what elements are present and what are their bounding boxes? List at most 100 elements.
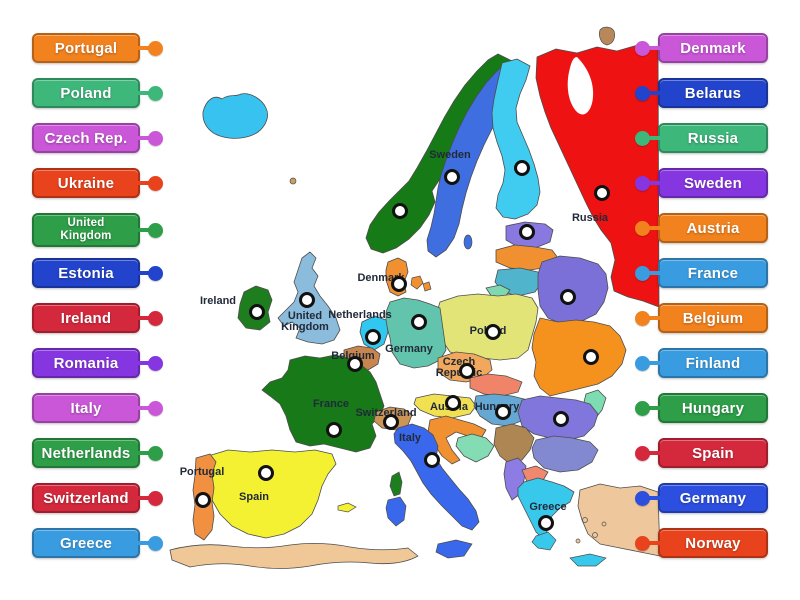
answer-point-sweden[interactable] <box>444 169 460 185</box>
label-austria[interactable]: Austria <box>635 213 768 243</box>
connector-stub <box>138 136 155 140</box>
greece-peloponnese <box>531 531 557 551</box>
label-spain[interactable]: Spain <box>635 438 768 468</box>
answer-point-ireland[interactable] <box>249 304 265 320</box>
connector-stub <box>138 228 155 233</box>
connector-stub <box>643 271 660 275</box>
connector-dot <box>148 222 163 238</box>
map-name-ireland: Ireland <box>200 295 236 307</box>
label-france[interactable]: France <box>635 258 768 288</box>
connector-dot <box>635 400 650 416</box>
answer-point-estonia[interactable] <box>519 224 535 240</box>
answer-point-united-kingdom[interactable] <box>299 292 315 308</box>
label-text: Ukraine <box>57 174 115 192</box>
map-name-sweden: Sweden <box>429 149 471 161</box>
answer-point-norway[interactable] <box>392 203 408 219</box>
label-text: Denmark <box>680 39 746 57</box>
label-norway[interactable]: Norway <box>635 528 768 558</box>
country-slovakia <box>469 373 523 397</box>
label-text: Switzerland <box>43 489 129 507</box>
label-estonia[interactable]: Estonia <box>32 258 163 288</box>
answer-point-austria[interactable] <box>445 395 461 411</box>
answer-point-greece[interactable] <box>538 515 554 531</box>
answer-point-netherlands[interactable] <box>365 329 381 345</box>
answer-point-ukraine[interactable] <box>583 349 599 365</box>
map-name-germany: Germany <box>385 343 434 355</box>
label-finland[interactable]: Finland <box>635 348 768 378</box>
connector-stub <box>643 316 660 320</box>
answer-point-switzerland[interactable] <box>383 414 399 430</box>
label-text: Spain <box>692 444 734 462</box>
label-germany[interactable]: Germany <box>635 483 768 513</box>
connector-dot <box>635 220 650 236</box>
answer-point-france[interactable] <box>326 422 342 438</box>
connector-stub <box>138 361 155 365</box>
label-text: Italy <box>70 399 102 417</box>
country-ukraine <box>531 317 627 397</box>
connector-dot <box>635 265 650 281</box>
answer-point-hungary[interactable] <box>495 404 511 420</box>
label-text: Belarus <box>684 84 742 102</box>
label-belarus[interactable]: Belarus <box>635 78 768 108</box>
label-ukraine[interactable]: Ukraine <box>32 168 163 198</box>
answer-point-spain[interactable] <box>258 465 274 481</box>
map-name-russia: Russia <box>572 212 609 224</box>
aegean-island <box>575 538 581 544</box>
answer-point-poland[interactable] <box>485 324 501 340</box>
island-sardinia <box>385 496 407 527</box>
connector-dot <box>148 310 163 326</box>
label-switzerland[interactable]: Switzerland <box>32 483 163 513</box>
answer-point-romania[interactable] <box>553 411 569 427</box>
answer-point-russia[interactable] <box>594 185 610 201</box>
island-balearics <box>337 502 357 513</box>
label-poland[interactable]: Poland <box>32 78 163 108</box>
label-czech-rep[interactable]: Czech Rep. <box>32 123 163 153</box>
connector-stub <box>138 496 155 500</box>
label-sweden[interactable]: Sweden <box>635 168 768 198</box>
label-hungary[interactable]: Hungary <box>635 393 768 423</box>
label-text: Czech Rep. <box>44 129 128 147</box>
label-greece[interactable]: Greece <box>32 528 163 558</box>
map-name-netherlands: Netherlands <box>328 309 392 321</box>
connector-stub <box>643 541 660 545</box>
answer-point-belarus[interactable] <box>560 289 576 305</box>
map-name-greece: Greece <box>529 501 566 513</box>
country-croatia <box>427 415 487 465</box>
answer-point-denmark[interactable] <box>391 276 407 292</box>
label-text: Netherlands <box>41 444 131 462</box>
connector-dot <box>148 265 163 281</box>
label-russia[interactable]: Russia <box>635 123 768 153</box>
answer-points <box>195 160 610 531</box>
connector-dot <box>635 175 650 191</box>
label-portugal[interactable]: Portugal <box>32 33 163 63</box>
label-text: Hungary <box>681 399 745 417</box>
connector-stub <box>138 46 155 50</box>
answer-point-finland[interactable] <box>514 160 530 176</box>
aegean-island <box>601 521 607 527</box>
answer-point-germany[interactable] <box>411 314 427 330</box>
label-text: Poland <box>60 84 112 102</box>
label-ireland[interactable]: Ireland <box>32 303 163 333</box>
connector-dot <box>635 535 650 551</box>
connector-dot <box>635 310 650 326</box>
label-netherlands[interactable]: Netherlands <box>32 438 163 468</box>
label-belgium[interactable]: Belgium <box>635 303 768 333</box>
connector-dot <box>635 490 650 506</box>
answer-point-portugal[interactable] <box>195 492 211 508</box>
answer-point-belgium[interactable] <box>347 356 363 372</box>
country-russia <box>535 44 660 308</box>
country-germany <box>385 297 447 369</box>
island-novaya-zemlya <box>599 26 615 46</box>
label-united-kingdom[interactable]: United Kingdom <box>32 213 163 248</box>
answer-point-italy[interactable] <box>424 452 440 468</box>
answer-point-czech-republic[interactable] <box>459 363 475 379</box>
label-text: Greece <box>59 534 113 552</box>
label-romania[interactable]: Romania <box>32 348 163 378</box>
island-crete <box>569 553 607 567</box>
label-italy[interactable]: Italy <box>32 393 163 423</box>
label-denmark[interactable]: Denmark <box>635 33 768 63</box>
label-text: Portugal <box>54 39 118 57</box>
country-spain <box>204 449 337 539</box>
connector-dot <box>635 130 650 146</box>
